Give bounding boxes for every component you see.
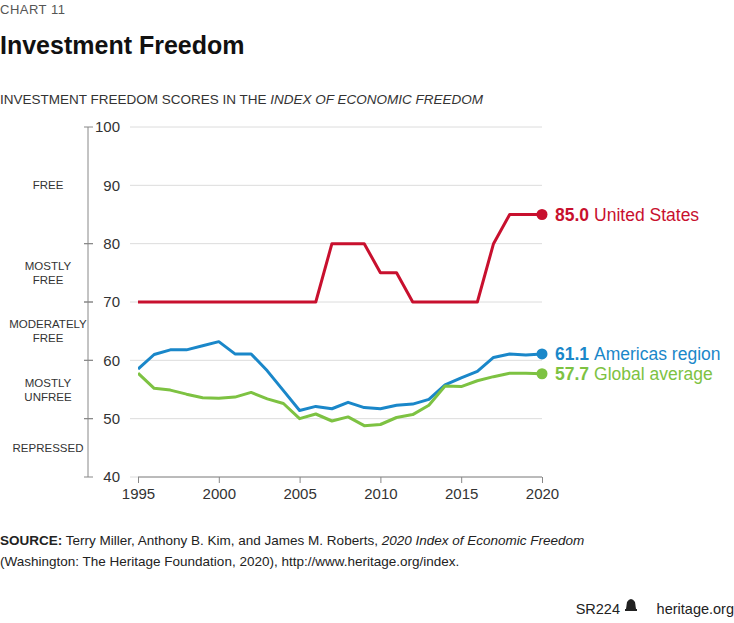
footer-logo — [625, 599, 637, 611]
x-tick: 2005 — [283, 477, 316, 502]
zone-label: MOSTLYFREE — [25, 260, 72, 286]
x-tick-label: 2000 — [203, 485, 236, 502]
x-tick: 1995 — [122, 477, 155, 502]
x-tick: 2010 — [364, 477, 397, 502]
x-tick-mark — [219, 477, 220, 483]
zone-notch — [84, 477, 93, 478]
x-tick-mark — [138, 477, 139, 483]
zone-label: MODERATELYFREE — [9, 318, 87, 344]
y-tick: 90 — [103, 177, 120, 194]
data-label: 61.1 — [555, 344, 589, 364]
x-tick-label: 2015 — [445, 485, 478, 502]
footer-code: SR224 — [576, 601, 620, 617]
subtitle-part: INDEX OF ECONOMIC FREEDOM — [270, 92, 484, 107]
x-axis-line — [138, 477, 542, 478]
x-axis: 1995 2000 2005 2010 2015 2020 — [122, 477, 559, 502]
zone-notch — [84, 418, 93, 419]
zone-notch — [84, 243, 93, 244]
source-part: 2020 Index of Economic Freedom — [381, 533, 585, 548]
subtitle-part: INVESTMENT FREEDOM SCORES IN THE — [0, 92, 270, 107]
y-tick: 50 — [103, 410, 120, 427]
x-tick-mark — [380, 477, 381, 483]
data-label: 85.0 — [555, 205, 589, 225]
y-axis: 40 50 60 70 80 90 100 — [95, 118, 121, 485]
source-part: Terry Miller, Anthony B. Kim, and James … — [66, 533, 382, 548]
x-tick-mark — [542, 477, 543, 483]
y-tick-label: 60 — [103, 352, 120, 369]
grid-line — [130, 185, 542, 186]
zone-notch — [84, 302, 93, 303]
end-label: 85.0United States — [555, 205, 699, 225]
zone-notch — [84, 302, 93, 303]
chart: CHART 11 Investment Freedom INVESTMENT FRE… — [0, 0, 734, 623]
y-tick: 70 — [103, 293, 120, 310]
y-tick: 40 — [103, 468, 120, 485]
y-tick: 100 — [95, 118, 120, 135]
y-tick: 60 — [103, 352, 120, 369]
x-tick-label: 2010 — [364, 485, 397, 502]
source-line: SOURCE: Terry Miller, Anthony B. Kim, an… — [0, 533, 584, 548]
end-dot — [537, 209, 548, 220]
y-tick-label: 70 — [103, 293, 120, 310]
zone-notch — [84, 127, 93, 128]
zone-notch — [84, 360, 93, 361]
x-tick: 2020 — [526, 477, 559, 502]
zone-notch — [84, 418, 93, 419]
data-label: 57.7 — [555, 364, 589, 384]
footer-site: heritage.org — [657, 601, 734, 617]
kicker: CHART 11 — [0, 2, 65, 17]
legend-entry: United States — [594, 205, 699, 225]
x-tick-label: 1995 — [122, 485, 155, 502]
source-label: SOURCE: — [0, 533, 62, 548]
y-tick-label: 50 — [103, 410, 120, 427]
series-line — [138, 215, 542, 303]
zone-label: FREE — [33, 179, 64, 191]
subtitle: INVESTMENT FREEDOM SCORES IN THE INDEX O… — [0, 92, 484, 107]
zone-label: MOSTLYUNFREE — [24, 377, 72, 403]
zone-notch — [84, 243, 93, 244]
x-tick: 2000 — [203, 477, 236, 502]
end-dot — [537, 348, 548, 359]
x-tick-mark — [300, 477, 301, 483]
title: Investment Freedom — [0, 31, 245, 59]
end-labels: 85.0United States 61.1Americas region57.7… — [537, 205, 721, 384]
series-line — [138, 373, 542, 426]
end-label: 57.7Global average — [555, 364, 713, 384]
zone-label: REPRESSED — [13, 442, 84, 454]
x-tick-label: 2005 — [283, 485, 316, 502]
y-tick-label: 100 — [95, 118, 120, 135]
y-tick-label: 80 — [103, 235, 120, 252]
x-tick-mark — [461, 477, 462, 483]
end-dot — [537, 368, 548, 379]
x-tick-label: 2020 — [526, 485, 559, 502]
y-tick: 80 — [103, 235, 120, 252]
y-tick-label: 40 — [103, 468, 120, 485]
source-part: (Washington: The Heritage Foundation, 20… — [0, 554, 459, 569]
grid-line — [130, 360, 542, 361]
x-tick: 2015 — [445, 477, 478, 502]
y-tick-label: 90 — [103, 177, 120, 194]
legend-entry: Americas region — [594, 344, 720, 364]
end-label: 61.1Americas region — [555, 344, 721, 364]
y-axis-line — [120, 128, 121, 478]
grid-line — [130, 477, 542, 478]
plot-area — [138, 215, 542, 426]
zone-notch — [84, 360, 93, 361]
series-line — [138, 342, 542, 411]
legend-entry: Global average — [594, 364, 713, 384]
grid-line — [130, 127, 542, 128]
source-line: (Washington: The Heritage Foundation, 20… — [0, 554, 459, 569]
